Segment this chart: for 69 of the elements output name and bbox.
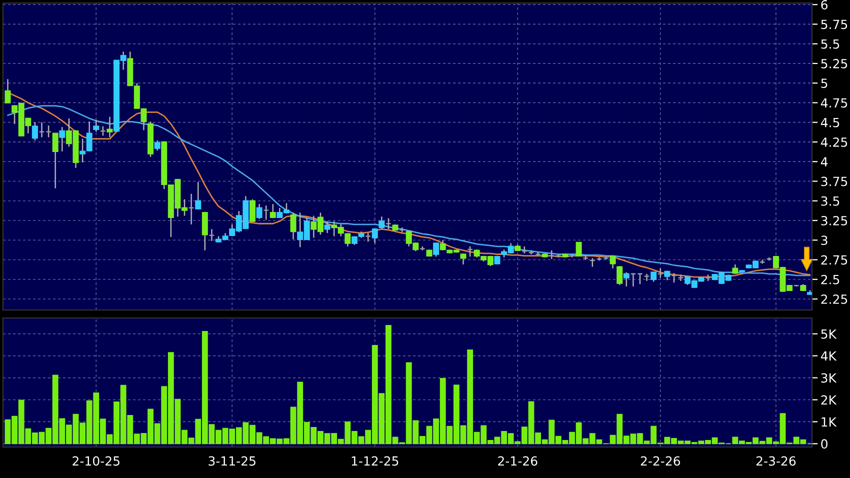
candlestick [290,212,296,240]
y-tick-label: 4.75 [820,98,848,108]
y-tick-label: 2.75 [821,255,848,265]
y-tick-label: 2K [821,395,837,404]
candlestick [256,203,262,220]
candlestick [670,272,677,284]
y-tick-label: 4 [820,157,828,166]
y-tick-label: 2.25 [821,294,848,304]
y-tick-label: 3.5 [821,196,840,206]
y-tick-label: 4.25 [820,137,848,147]
candlestick [188,193,194,226]
y-tick-label: 3 [821,236,828,246]
candlestick [106,116,113,138]
candlestick [433,242,440,258]
x-tick-label: 2-2-26 [640,456,680,466]
candlestick [263,204,270,220]
x-tick-label: 2-1-26 [498,456,538,466]
candlestick [4,78,11,104]
candlestick [202,211,208,251]
candlestick [637,272,644,285]
y-tick-label: 5.5 [821,39,840,49]
candlestick [100,126,106,136]
candlestick [467,246,474,258]
candlestick [650,270,657,282]
candlestick [270,203,276,219]
candlestick [80,138,86,164]
candlestick [759,259,766,264]
candlestick [195,181,202,210]
x-tick-label: 1-12-25 [352,456,398,466]
y-tick-label: 5.25 [821,58,848,68]
x-tick-label: 2-10-25 [72,456,120,466]
y-tick-label: 5K [821,329,837,339]
candlestick [644,273,650,282]
candlestick [249,198,256,223]
candlestick [59,126,66,152]
candlestick [630,272,636,288]
y-tick-label: 3.75 [821,176,848,186]
x-tick-label: 2-3-26 [756,456,796,466]
candlestick [46,124,52,138]
candlestick [664,270,670,281]
y-tick-label: 3.25 [821,216,848,226]
candlestick [372,228,378,244]
y-tick-label: 4K [820,351,837,361]
candlestick [678,274,684,282]
y-tick-label: 1K [822,417,837,426]
candlestick [385,218,392,230]
candlestick [154,140,160,152]
candlestick [38,122,45,138]
candlestick [610,255,616,270]
candlestick [623,272,630,288]
y-tick-label: 3K [821,373,837,383]
candlestick [86,120,92,152]
candlestick [616,265,623,286]
candlestick [32,122,38,142]
candlestick [93,119,100,132]
candlestick [208,228,215,242]
candlestick [657,268,664,278]
y-tick-label: 0 [821,439,828,449]
candlestick [324,220,330,234]
candlestick [576,242,582,256]
candlestick [52,132,58,189]
x-tick-label: 3-11-25 [208,456,256,466]
candlestick [732,264,738,275]
y-tick-label: 6 [821,0,828,10]
y-tick-label: 2.5 [821,274,840,284]
y-tick-label: 5 [821,78,828,88]
candlestick [378,216,385,230]
y-tick-label: 5.75 [821,20,848,30]
y-tick-label: 4.5 [820,118,840,128]
